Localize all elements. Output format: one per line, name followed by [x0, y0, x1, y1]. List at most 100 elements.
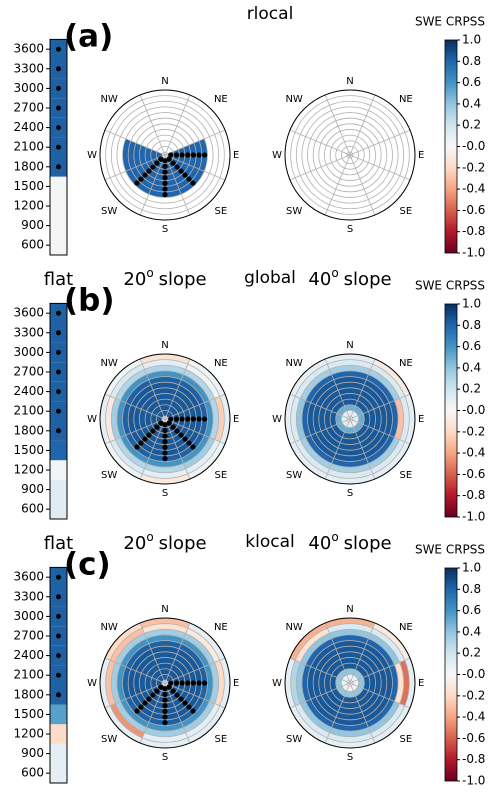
significance-dot: [142, 700, 148, 706]
aspect-label: N: [346, 604, 353, 615]
polar-spoke: [139, 622, 166, 684]
polar-cell: [181, 638, 210, 667]
polar-cell: [366, 638, 395, 667]
polar-ring: [122, 640, 208, 726]
significance-dot: [138, 176, 144, 182]
y-tick-label: 2700: [13, 365, 44, 379]
significance-dot: [196, 416, 202, 422]
significance-dot: [154, 160, 160, 166]
significance-dot: [173, 416, 180, 422]
polar-spoke: [349, 358, 376, 420]
y-tick-label: 3000: [13, 609, 44, 623]
polar-cell: [370, 703, 405, 738]
polar-cell: [335, 711, 365, 720]
y-tick-label: 1500: [13, 707, 44, 721]
slope-word: slope: [344, 269, 392, 290]
polar-cell: [151, 405, 162, 416]
polar-cell: [295, 439, 330, 474]
polar-cell: [321, 390, 341, 410]
significance-dot: [186, 440, 192, 446]
polar-cell: [326, 690, 343, 707]
polar-cell: [144, 365, 186, 375]
colorbar: [444, 39, 458, 254]
polar-ring: [340, 673, 360, 693]
significance-dot: [185, 680, 191, 686]
aspect-label: NW: [100, 622, 117, 633]
aspect-label: E: [233, 678, 239, 689]
polar-cell: [150, 149, 158, 161]
aspect-label: SE: [400, 206, 413, 217]
polar-cell: [168, 405, 179, 416]
polar-spoke: [289, 418, 351, 445]
significance-dot: [56, 310, 61, 316]
significance-dot: [56, 66, 61, 72]
polar-ring: [295, 100, 405, 210]
y-tick-label: 2400: [13, 648, 44, 662]
polar-cell: [174, 390, 194, 410]
significance-dot: [190, 416, 196, 422]
significance-dot: [56, 594, 61, 600]
significance-dot: [182, 172, 188, 178]
polar-cell: [301, 400, 311, 438]
polar-ring: [161, 679, 169, 687]
colorbar: [444, 567, 458, 782]
significance-dot: [196, 152, 202, 158]
significance-dot: [162, 427, 168, 434]
polar-cell: [159, 404, 171, 412]
polar-cell: [181, 435, 210, 464]
polar-spoke: [139, 94, 166, 156]
flat-cell: [50, 763, 67, 783]
colorbar-tick-label: 0.8: [462, 582, 481, 596]
polar-cell: [153, 387, 177, 396]
polar-cell: [315, 384, 339, 408]
degree-mark: o: [146, 266, 153, 280]
polar-cell: [399, 396, 410, 442]
polar-ring: [127, 117, 203, 193]
polar-ring: [312, 381, 388, 457]
significance-dot: [168, 680, 174, 686]
polar-cell: [366, 699, 395, 728]
polar-cell: [111, 662, 121, 704]
polar-ring: [116, 634, 214, 732]
polar-cell: [219, 658, 231, 708]
significance-dot: [179, 680, 185, 686]
polar-spoke: [104, 418, 166, 445]
polar-cell: [150, 677, 158, 689]
significance-dot: [185, 416, 191, 422]
polar-ring: [301, 370, 399, 468]
significance-dot: [186, 704, 192, 710]
polar-cell: [355, 424, 369, 438]
polar-cell: [172, 659, 189, 676]
polar-cell: [357, 426, 374, 443]
polar-cell: [310, 643, 336, 669]
polar-cell: [359, 654, 379, 674]
significance-dot: [56, 633, 61, 639]
polar-ring: [155, 409, 175, 429]
polar-cell: [185, 703, 220, 738]
colorbar-tick-label: 0.2: [462, 382, 481, 396]
polar-spoke: [349, 154, 376, 216]
polar-cell: [325, 354, 375, 365]
polar-cell: [370, 439, 405, 474]
polar-ring: [290, 359, 410, 479]
polar-ring: [105, 95, 225, 215]
polar-ring: [335, 140, 365, 170]
polar-cell: [301, 664, 311, 702]
polar-spoke: [164, 682, 226, 709]
polar-cell: [364, 643, 390, 669]
polar-frame: [284, 353, 416, 485]
polar-cell: [310, 697, 336, 723]
polar-cell: [142, 468, 188, 479]
significance-dot: [162, 686, 168, 692]
polar-cell: [331, 458, 369, 468]
polar-cell: [364, 697, 390, 723]
significance-dot: [56, 613, 61, 619]
slope-angle: 20: [123, 269, 146, 290]
polar-spoke: [139, 358, 166, 420]
polar-cell: [133, 671, 142, 695]
significance-dot: [162, 192, 168, 198]
polar-cell: [357, 413, 365, 425]
polar-cell: [146, 722, 184, 732]
polar-cell: [139, 409, 147, 429]
polar-cell: [128, 668, 137, 698]
